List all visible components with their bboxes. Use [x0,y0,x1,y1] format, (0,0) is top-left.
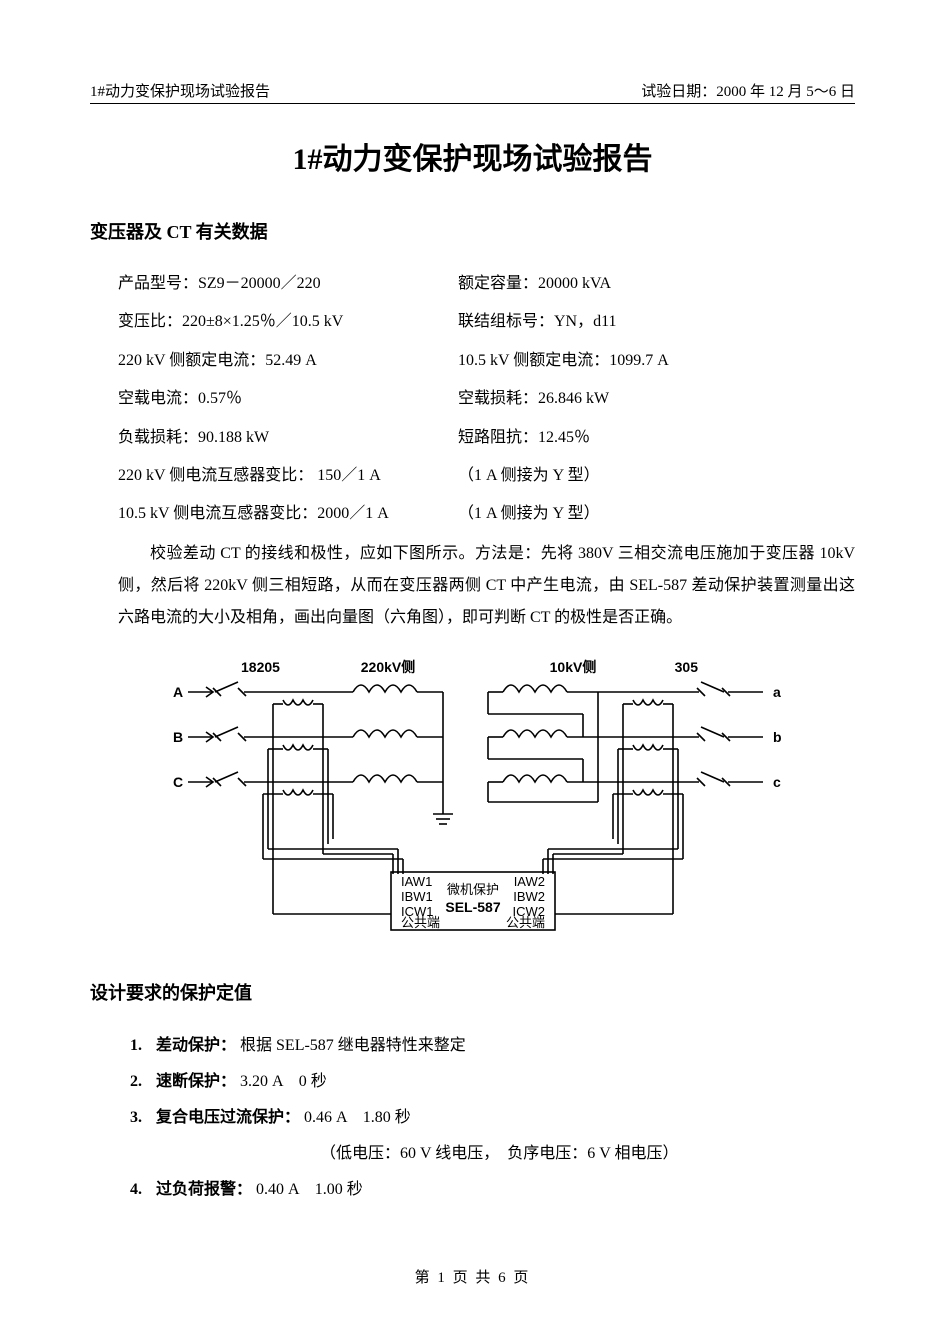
diagram-label-305: 305 [674,659,698,675]
diagram-label-18205: 18205 [241,659,280,675]
spec-row: 10.5 kV 侧电流互感器变比：2000／1 A（1 A 侧接为 Y 型） [118,499,855,529]
setting-label: 差动保护： [156,1037,236,1054]
setting-num: 3. [130,1102,152,1134]
spec-left: 220 kV 侧额定电流：52.49 A [118,346,458,376]
spec-right: （1 A 侧接为 Y 型） [458,461,855,491]
wiring-diagram: 18205 220kV侧 10kV侧 305 A B C a b c [90,654,855,949]
phase-a: a [773,684,781,700]
relay-ibw1: IBW1 [401,889,433,904]
phase-b: b [773,729,782,745]
spec-row: 220 kV 侧电流互感器变比： 150／1 A（1 A 侧接为 Y 型） [118,461,855,491]
doc-title: 1#动力变保护现场试验报告 [90,134,855,178]
page-header: 1#动力变保护现场试验报告 试验日期：2000 年 12 月 5～6 日 [90,80,855,104]
setting-value: 0.40 A 1.00 秒 [256,1181,363,1198]
right-windings [503,685,567,782]
setting-item: 2. 速断保护： 3.20 A 0 秒 [130,1066,855,1098]
ct-right-secondary [543,704,683,914]
left-switches [213,682,246,786]
setting-num: 1. [130,1030,152,1062]
setting-label: 过负荷报警： [156,1181,252,1198]
spec-left: 变压比：220±8×1.25％／10.5 kV [118,307,458,337]
section-transformer-title: 变压器及 CT 有关数据 [90,218,855,244]
ct-left [283,700,313,795]
spec-left: 空载电流：0.57％ [118,384,458,414]
relay-iaw2: IAW2 [513,874,544,889]
phase-C: C [173,774,183,790]
spec-right: 短路阻抗：12.45％ [458,423,855,453]
spec-row: 空载电流：0.57％空载损耗：26.846 kW [118,384,855,414]
spec-right: （1 A 侧接为 Y 型） [458,499,855,529]
setting-label: 速断保护： [156,1073,236,1090]
setting-value: 3.20 A 0 秒 [240,1073,327,1090]
phase-arrows [188,687,213,787]
section-settings-title: 设计要求的保护定值 [90,979,855,1005]
setting-note: （低电压：60 V 线电压， 负序电压：6 V 相电压） [320,1138,855,1170]
setting-num: 2. [130,1066,152,1098]
spec-row: 产品型号：SZ9－20000／220额定容量：20000 kVA [118,269,855,299]
setting-value: 根据 SEL-587 继电器特性来整定 [240,1037,466,1054]
setting-num: 4. [130,1174,152,1206]
spec-right: 10.5 kV 侧额定电流：1099.7 A [458,346,855,376]
relay-common-left: 公共端 [401,915,440,930]
relay-caption: 微机保护 [446,882,498,897]
setting-item: 1. 差动保护： 根据 SEL-587 继电器特性来整定 [130,1030,855,1062]
phase-B: B [173,729,183,745]
setting-item: 3. 复合电压过流保护： 0.46 A 1.80 秒 [130,1102,855,1134]
diagram-label-220kv: 220kV侧 [360,659,414,675]
neutral-ground [417,692,453,824]
left-windings [353,685,417,782]
ct-right [633,700,663,795]
relay-ibw2: IBW2 [513,889,545,904]
delta-connections [488,692,699,802]
spec-right: 额定容量：20000 kVA [458,269,855,299]
setting-label: 复合电压过流保护： [156,1109,300,1126]
relay-model: SEL-587 [445,899,500,915]
setting-item: 4. 过负荷报警： 0.40 A 1.00 秒 [130,1174,855,1206]
header-right: 试验日期：2000 年 12 月 5～6 日 [641,80,855,101]
diagram-label-10kv: 10kV侧 [549,659,596,675]
settings-list: 1. 差动保护： 根据 SEL-587 继电器特性来整定 2. 速断保护： 3.… [130,1030,855,1206]
setting-value: 0.46 A 1.80 秒 [304,1109,411,1126]
spec-left: 负载损耗：90.188 kW [118,423,458,453]
spec-block: 产品型号：SZ9－20000／220额定容量：20000 kVA 变压比：220… [90,269,855,530]
phase-c: c [773,774,781,790]
spec-right: 联结组标号：YN，d11 [458,307,855,337]
header-left: 1#动力变保护现场试验报告 [90,80,270,101]
spec-row: 变压比：220±8×1.25％／10.5 kV联结组标号：YN，d11 [118,307,855,337]
method-paragraph: 校验差动 CT 的接线和极性，应如下图所示。方法是：先将 380V 三相交流电压… [118,538,855,634]
spec-left: 220 kV 侧电流互感器变比： 150／1 A [118,461,458,491]
spec-row: 220 kV 侧额定电流：52.49 A10.5 kV 侧额定电流：1099.7… [118,346,855,376]
relay-iaw1: IAW1 [401,874,432,889]
relay-common-right: 公共端 [505,915,544,930]
spec-right: 空载损耗：26.846 kW [458,384,855,414]
page-footer: 第 1 页 共 6 页 [90,1266,855,1287]
spec-left: 产品型号：SZ9－20000／220 [118,269,458,299]
ct-left-secondary [263,704,403,914]
right-switches [697,682,763,786]
spec-row: 负载损耗：90.188 kW短路阻抗：12.45％ [118,423,855,453]
phase-A: A [173,684,183,700]
spec-left: 10.5 kV 侧电流互感器变比：2000／1 A [118,499,458,529]
